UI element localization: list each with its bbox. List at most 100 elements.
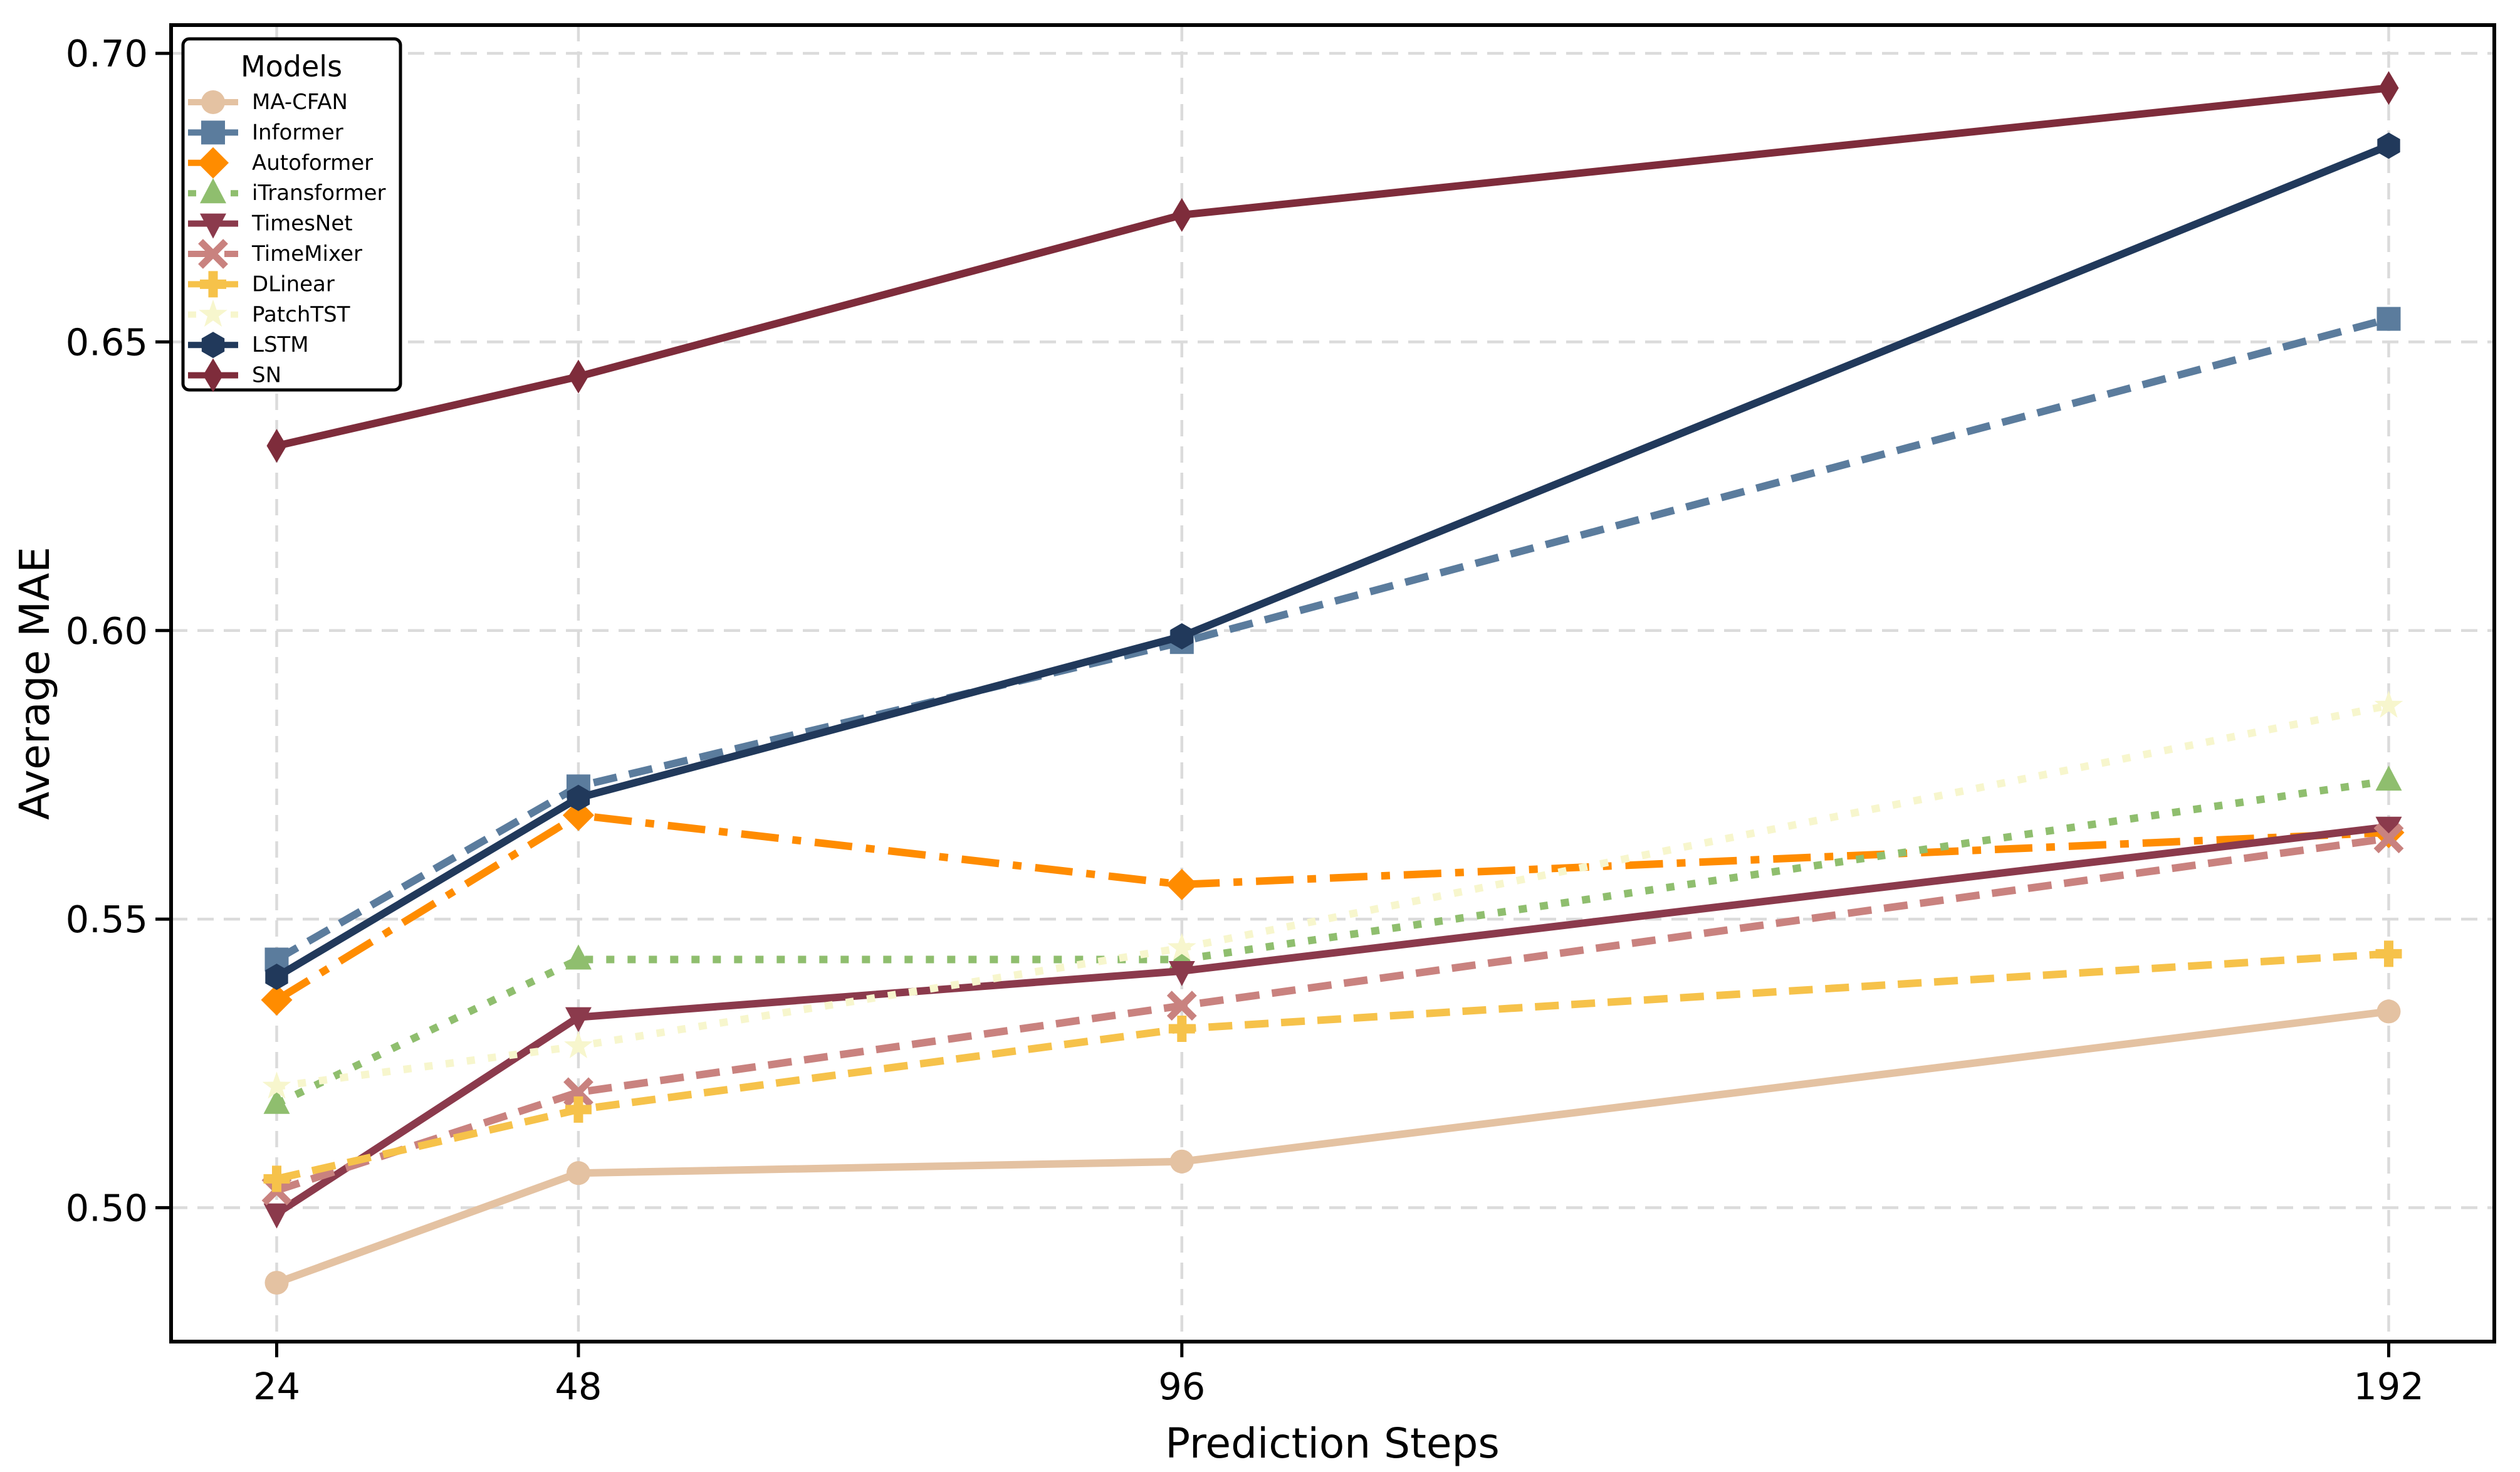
data-point-iTransformer-24: [263, 1088, 290, 1114]
data-point-PatchTST-192: [2374, 690, 2403, 718]
data-point-PatchTST-24: [262, 1071, 291, 1099]
circle-marker: [201, 90, 225, 114]
legend-item-DLinear: DLinear: [188, 271, 335, 298]
square-marker: [201, 120, 225, 145]
series-LSTM: [265, 132, 2400, 991]
data-point-TimeMixer-48: [563, 1077, 593, 1108]
circle-marker: [566, 1161, 590, 1185]
triangle-down-marker: [2375, 816, 2402, 842]
data-point-iTransformer-192: [2375, 765, 2402, 791]
data-point-Autoformer-24: [261, 984, 293, 1016]
triangle-up-marker: [200, 178, 226, 204]
legend-marker-triangle-up-icon: [200, 178, 226, 204]
legend-marker-triangle-down-icon: [200, 213, 226, 239]
star-marker: [199, 299, 227, 327]
data-point-LSTM-96: [1170, 623, 1193, 649]
legend-title: Models: [241, 50, 342, 83]
hexagon-marker: [201, 332, 225, 359]
legend: Models MA-CFAN Informer Autoformer iTransfor…: [181, 37, 402, 392]
data-point-LSTM-192: [2377, 132, 2400, 159]
data-point-DLinear-24: [263, 1165, 290, 1192]
diamond-marker: [1166, 868, 1198, 900]
legend-item-LSTM: LSTM: [188, 332, 309, 359]
thin-diamond-marker: [203, 358, 223, 392]
data-point-iTransformer-48: [565, 944, 592, 970]
x-marker: [563, 1077, 593, 1108]
data-point-Autoformer-96: [1166, 868, 1198, 900]
legend-marker-x-icon: [198, 239, 228, 269]
x-tick-label-24: 24: [253, 1365, 300, 1408]
thin-diamond-marker: [568, 359, 588, 394]
data-point-Autoformer-48: [562, 799, 594, 831]
axes-layer: 24 48 96 192 0.50 0.55 0.60 0.65 0.70: [66, 23, 2496, 1408]
data-point-LSTM-48: [567, 784, 590, 811]
circle-marker: [264, 1271, 289, 1295]
series-line-PatchTST: [276, 702, 2390, 1091]
x-marker: [2373, 823, 2404, 854]
plot-frame: [169, 23, 2496, 1343]
legend-label-SN: SN: [252, 363, 281, 388]
series-DLinear: [263, 940, 2402, 1192]
data-point-TimeMixer-96: [1166, 991, 1197, 1021]
series-line-Autoformer: [274, 811, 2389, 1004]
data-point-MA-CFAN-192: [2376, 999, 2401, 1024]
legend-item-Autoformer: Autoformer: [188, 147, 373, 179]
star-marker: [2374, 690, 2403, 718]
data-point-MA-CFAN-96: [1169, 1149, 1194, 1174]
hexagon-marker: [1170, 623, 1193, 649]
plus-marker: [1168, 1016, 1195, 1043]
triangle-up-marker: [263, 1088, 290, 1114]
series-line-LSTM: [274, 142, 2390, 980]
data-point-TimesNet-96: [1168, 960, 1195, 986]
hexagon-marker: [2377, 132, 2400, 159]
legend-marker-hexagon-icon: [201, 332, 225, 359]
thin-diamond-marker: [1171, 197, 1192, 232]
data-point-DLinear-96: [1168, 1016, 1195, 1043]
legend-marker-circle-icon: [201, 90, 225, 114]
data-point-MA-CFAN-24: [264, 1271, 289, 1295]
hexagon-marker: [265, 964, 288, 991]
data-point-PatchTST-48: [564, 1031, 593, 1058]
x-marker: [1166, 991, 1197, 1021]
data-point-PatchTST-96: [1168, 933, 1196, 960]
star-marker: [1168, 933, 1196, 960]
grid-layer: [171, 25, 2494, 1342]
series-MA-CFAN: [264, 999, 2401, 1295]
plus-marker: [565, 1096, 592, 1123]
data-point-SN-48: [568, 359, 588, 394]
legend-label-iTransformer: iTransformer: [252, 181, 385, 206]
legend-label-MA-CFAN: MA-CFAN: [252, 90, 348, 115]
triangle-down-marker: [200, 213, 226, 239]
data-point-LSTM-24: [265, 964, 288, 991]
y-axis-label: Average MAE: [11, 547, 59, 820]
series-Autoformer: [261, 799, 2405, 1016]
y-tick-label-0.65: 0.65: [66, 320, 148, 364]
data-point-TimesNet-48: [565, 1007, 592, 1033]
legend-label-TimeMixer: TimeMixer: [251, 241, 362, 266]
hexagon-marker: [567, 784, 590, 811]
series-line-SN: [276, 84, 2390, 450]
legend-label-LSTM: LSTM: [252, 332, 309, 357]
legend-label-Informer: Informer: [252, 120, 343, 145]
x-axis-label: Prediction Steps: [1165, 1419, 1500, 1468]
series-PatchTST: [262, 690, 2403, 1099]
legend-item-SN: SN: [188, 358, 281, 392]
legend-marker-star-icon: [199, 299, 227, 327]
series-SN: [266, 71, 2399, 463]
plus-marker: [200, 271, 226, 298]
diamond-marker: [261, 984, 293, 1016]
data-point-Informer-192: [2376, 307, 2401, 331]
data-point-SN-192: [2378, 71, 2399, 105]
triangle-down-marker: [565, 1007, 592, 1033]
legend-marker-thin-diamond-icon: [203, 358, 223, 392]
star-marker: [564, 1031, 593, 1058]
legend-item-PatchTST: PatchTST: [188, 299, 350, 327]
legend-item-MA-CFAN: MA-CFAN: [188, 90, 348, 115]
plus-marker: [263, 1165, 290, 1192]
data-point-SN-24: [266, 429, 287, 463]
series-line-MA-CFAN: [275, 1007, 2390, 1286]
data-point-TimeMixer-192: [2373, 823, 2404, 854]
triangle-down-marker: [263, 1203, 290, 1229]
